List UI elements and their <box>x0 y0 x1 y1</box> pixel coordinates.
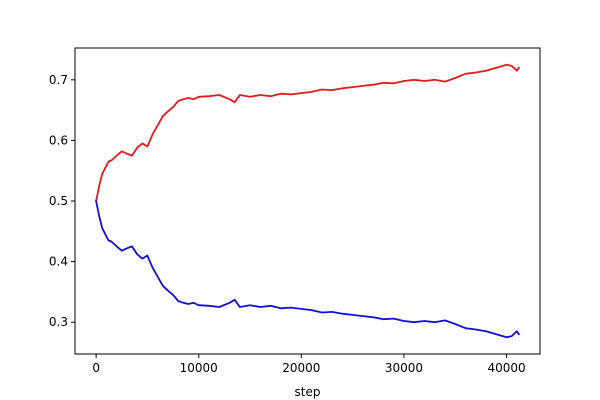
x-tick-label: 40000 <box>487 361 525 375</box>
y-tick-label: 0.7 <box>49 73 68 87</box>
y-axis-ticks: 0.3 0.4 0.5 0.6 0.7 <box>49 73 75 329</box>
y-tick-label: 0.4 <box>49 255 68 269</box>
series-line-2 <box>95 200 520 339</box>
plot-frame <box>74 47 541 355</box>
x-tick-label: 30000 <box>385 361 423 375</box>
plot-area <box>95 63 520 339</box>
x-axis-label: step <box>295 385 321 399</box>
x-tick-label: 20000 <box>282 361 320 375</box>
x-axis-ticks: 0 10000 20000 30000 40000 <box>92 354 526 375</box>
series-line-1 <box>95 63 520 202</box>
y-tick-label: 0.3 <box>49 315 68 329</box>
y-tick-label: 0.5 <box>49 194 68 208</box>
x-tick-label: 0 <box>92 361 100 375</box>
x-tick-label: 10000 <box>180 361 218 375</box>
y-tick-label: 0.6 <box>49 133 68 147</box>
